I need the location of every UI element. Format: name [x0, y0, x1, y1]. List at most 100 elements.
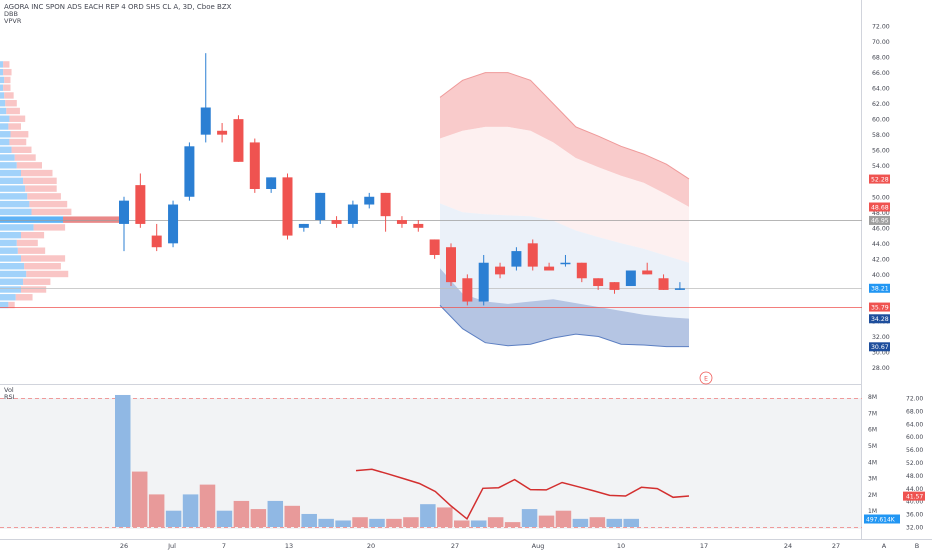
candle — [658, 274, 669, 290]
vpvr-bar-up — [0, 278, 24, 285]
rsi-series — [355, 468, 690, 521]
volume-tick-label: 1M — [868, 508, 877, 515]
price-tag: 38.21 — [869, 283, 890, 293]
vpvr-bar-up — [0, 224, 34, 231]
time-tick-label: 13 — [285, 542, 293, 550]
time-tick-label: 26 — [120, 542, 128, 550]
candle-body — [184, 146, 195, 197]
price-tick-label: 44.00 — [872, 241, 890, 248]
vpvr-bar-up — [0, 123, 9, 130]
candle — [462, 274, 473, 306]
candle-body — [347, 204, 358, 224]
indicator-label-rsi[interactable]: RSI — [4, 393, 15, 401]
volume-bar — [216, 510, 233, 527]
price-tag-bg — [869, 215, 890, 225]
lower-pane-axis[interactable]: 8M 7M 6M 5M 4M 3M 2M 1M 72.00 68.00 64.00 60.00 56.0… — [864, 394, 925, 532]
vpvr-bar-down — [4, 92, 14, 99]
indicator-label-vol[interactable]: Vol — [4, 386, 14, 394]
price-axis[interactable]: 72.00 70.00 68.00 66.00 64.00 62.00 60.00 58.00… — [869, 24, 890, 373]
candle-body — [446, 247, 456, 283]
candlestick-series — [119, 53, 685, 306]
candle-body — [527, 243, 538, 267]
earnings-marker[interactable]: E — [699, 371, 713, 385]
vpvr-bar-down — [16, 239, 38, 247]
vpvr-bar-up — [0, 247, 18, 254]
vpvr-bar-up — [0, 255, 21, 262]
vpvr-bar-up — [0, 270, 27, 278]
volume-bar — [165, 510, 182, 527]
candle-body — [135, 185, 146, 224]
candle — [298, 223, 309, 232]
price-tag-bg — [869, 314, 890, 324]
vpvr-bar-up — [0, 177, 24, 185]
volume-bar — [233, 500, 250, 527]
candle — [331, 216, 342, 228]
vpvr-bar-down — [8, 123, 21, 130]
vpvr-bar-up — [0, 138, 10, 146]
vpvr-bar-up — [0, 68, 4, 76]
candle-body — [396, 220, 407, 224]
candle-body — [478, 262, 489, 302]
price-tag: 30.67 — [869, 342, 890, 352]
vpvr-bar-down — [23, 278, 51, 285]
vpvr-bar-down — [10, 131, 29, 138]
candle-body — [593, 278, 604, 287]
volume-bar — [318, 518, 334, 527]
candle-body — [249, 142, 260, 189]
rsi-tick-label: 64.00 — [906, 421, 923, 428]
main-pane[interactable] — [0, 0, 862, 385]
volume-bar — [589, 517, 606, 527]
vpvr-bar-down — [26, 270, 69, 278]
candle-body — [625, 270, 636, 287]
vpvr-bar-down — [11, 146, 32, 153]
volume-tick-label: 2M — [868, 492, 877, 499]
vpvr-bar-up — [0, 115, 10, 122]
vpvr-bar-down — [33, 224, 66, 231]
candle — [233, 115, 244, 162]
rsi-tick-label: 32.00 — [906, 525, 923, 532]
vpvr-bar-up — [0, 216, 63, 223]
rsi-tick-label: 72.00 — [906, 396, 923, 403]
time-axis[interactable]: 26 Jul 7 13 20 27 Aug 10 17 24 27 A B — [120, 542, 919, 550]
time-tick-label: Aug — [532, 542, 545, 550]
volume-bar — [521, 509, 538, 527]
price-tick-label: 64.00 — [872, 86, 890, 93]
candle — [429, 239, 440, 259]
time-tick-label: 24 — [784, 542, 792, 550]
rsi-tick-label: 36.00 — [906, 512, 923, 519]
dbb-mid-lower-zone — [440, 203, 689, 319]
vpvr-bar-down — [15, 294, 33, 301]
candle-body — [217, 130, 228, 135]
candle — [544, 262, 555, 271]
vpvr-bar-up — [0, 84, 4, 91]
vpvr-bar-down — [3, 84, 11, 91]
vpvr-bar-up — [0, 169, 21, 177]
dbb-upper-zone — [440, 72, 689, 207]
vpvr-bar-up — [0, 146, 12, 153]
indicator-label-dbb[interactable]: DBB — [4, 10, 18, 18]
volume-bar — [386, 518, 402, 527]
candle — [576, 262, 587, 283]
price-tag-label: 34.28 — [871, 316, 889, 323]
candle — [168, 200, 179, 248]
vpvr-bar-down — [63, 216, 126, 223]
volume-bar — [335, 520, 351, 527]
volume-bar — [470, 520, 487, 527]
earnings-marker-label: E — [704, 376, 708, 383]
vpvr-bar-up — [0, 92, 5, 99]
candle — [560, 254, 571, 267]
candle — [380, 192, 391, 232]
candle — [396, 216, 407, 228]
vpvr-bar-down — [9, 138, 27, 146]
rsi-tick-label: 68.00 — [906, 408, 923, 415]
candle — [625, 270, 636, 287]
price-tag: 35.79 — [869, 302, 890, 312]
price-tick-label: 54.00 — [872, 163, 890, 170]
price-tag-label: 46.95 — [871, 218, 889, 225]
candle — [478, 254, 489, 306]
indicator-label-vpvr[interactable]: VPVR — [4, 17, 22, 25]
vpvr-bar-down — [21, 231, 45, 239]
candle-body — [119, 200, 129, 224]
price-tick-label: 70.00 — [872, 39, 890, 46]
